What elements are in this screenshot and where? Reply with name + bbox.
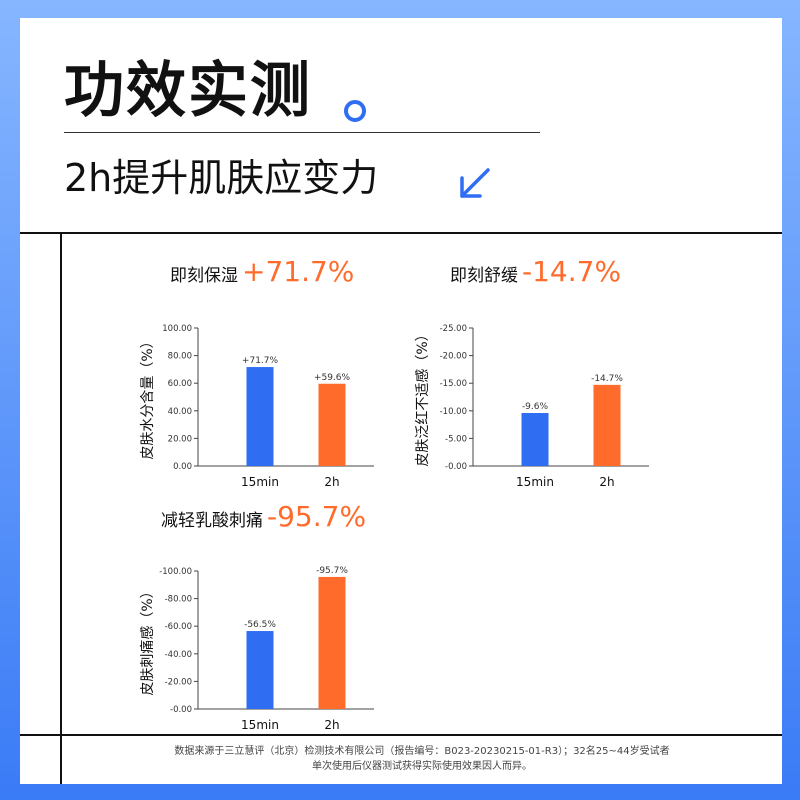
x-tick-label: 2h [324, 475, 339, 489]
y-axis-label: 皮肤刺痛感（%） [139, 584, 156, 695]
footnote-line2: 单次使用后仪器测试获得实际使用效果因人而异。 [312, 761, 532, 772]
y-tick-label: -0.00 [170, 705, 192, 715]
y-tick-label: -25.00 [440, 324, 467, 334]
bar-data-label: -95.7% [316, 566, 348, 576]
chart-name: 即刻舒缓 [450, 266, 518, 286]
y-tick-label: 40.00 [168, 407, 192, 417]
y-tick-label: -15.00 [440, 379, 467, 389]
section-divider-bottom [20, 734, 782, 736]
circle-dot-icon [344, 100, 366, 122]
y-tick-label: -100.00 [159, 567, 192, 577]
chart-title-stinging: 减轻乳酸刺痛 -95.7% [161, 500, 366, 533]
title-divider [64, 132, 540, 133]
y-tick-label: -20.00 [440, 352, 467, 362]
footnote-line1: 数据来源于三立慧评（北京）检测技术有限公司（报告编号：B023-20230215… [174, 746, 670, 757]
y-tick-label: -10.00 [440, 407, 467, 417]
chart-stinging: 皮肤刺痛感（%）-100.00 -80.00 -60.00 -40.00 -20.00 -… [139, 566, 374, 732]
y-tick-label: -20.00 [165, 677, 192, 687]
bar-data-label: -14.7% [591, 374, 623, 384]
chart-name: 即刻保湿 [170, 266, 238, 286]
x-tick-label: 15min [241, 475, 279, 489]
x-tick-label: 2h [324, 718, 339, 732]
chart-highlight-pct: -95.7% [267, 500, 367, 533]
bar-data-label: +59.6% [314, 373, 351, 383]
y-tick-label: 80.00 [168, 352, 192, 362]
bar-data-label: -56.5% [244, 620, 276, 630]
x-tick-label: 15min [516, 475, 554, 489]
y-tick-label: -5.00 [445, 434, 467, 444]
y-tick-label: 60.00 [168, 379, 192, 389]
chart-highlight-pct: -14.7% [522, 255, 622, 288]
page-title: 功效实测 [64, 56, 312, 126]
bar [246, 631, 274, 709]
section-divider-left [60, 232, 62, 784]
section-divider-top [20, 232, 782, 234]
bar [593, 384, 621, 466]
x-tick-label: 2h [599, 475, 614, 489]
y-tick-label: 0.00 [173, 462, 192, 472]
arrow-down-left-icon [460, 168, 490, 198]
chart-name: 减轻乳酸刺痛 [161, 511, 263, 531]
chart-highlight-pct: +71.7% [242, 255, 355, 288]
y-tick-label: -80.00 [165, 595, 192, 605]
bar-data-label: -9.6% [522, 402, 549, 412]
chart-redness: 皮肤泛红不适感（%） -25.00 -20.00 -15.00 -10.00 -5.00 -… [414, 324, 649, 489]
y-tick-label: -0.00 [445, 462, 467, 472]
chart-title-moisture: 即刻保湿 +71.7% [170, 255, 354, 288]
bar [521, 413, 549, 466]
y-tick-label: 20.00 [168, 434, 192, 444]
chart-moisture: 皮肤水分含量（%） 100.00 80.00 60.00 40.00 20.00 0.00 +… [140, 324, 374, 489]
x-tick-label: 15min [241, 718, 279, 732]
bar [318, 576, 346, 709]
y-tick-label: -40.00 [165, 650, 192, 660]
chart-title-soothing: 即刻舒缓 -14.7% [450, 255, 621, 288]
y-axis-label: 皮肤泛红不适感（%） [414, 327, 431, 466]
bar-data-label: +71.7% [242, 356, 279, 366]
bar [246, 367, 274, 466]
y-axis-label: 皮肤水分含量（%） [140, 334, 156, 459]
main-card: 功效实测 2h提升肌肤应变力 即刻保湿 +71.7% 即刻舒缓 -14.7% 减… [20, 18, 782, 784]
y-tick-label: 100.00 [162, 324, 192, 334]
y-tick-label: -60.00 [165, 622, 192, 632]
page-subtitle: 2h提升肌肤应变力 [64, 156, 379, 200]
bar [318, 383, 346, 466]
